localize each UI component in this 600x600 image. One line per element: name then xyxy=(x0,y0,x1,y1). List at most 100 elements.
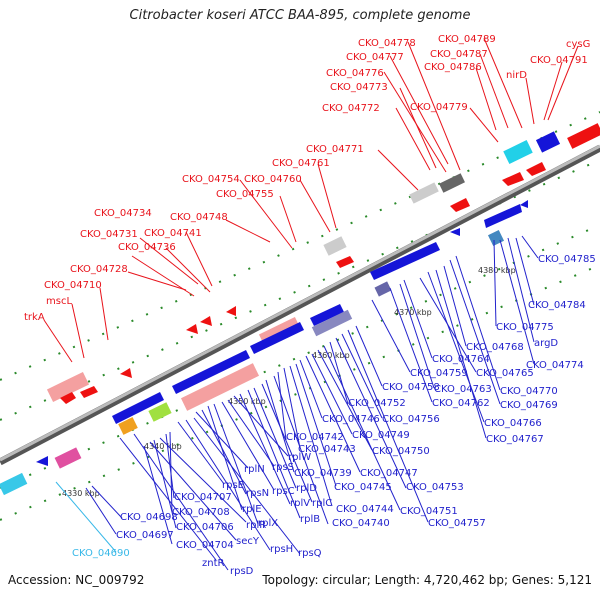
gene-label-bottom: CKO_04756 xyxy=(382,414,440,425)
top-label-group xyxy=(43,37,579,363)
gene-label-bottom: CKO_04704 xyxy=(176,540,234,551)
gene-label-bottom: zntR xyxy=(202,558,225,569)
feature-block xyxy=(487,229,505,247)
gene-label-top: CKO_04778 xyxy=(358,38,416,49)
gene-label-bottom: CKO_04745 xyxy=(334,482,392,493)
scale-label: 4350 kbp xyxy=(228,397,266,406)
feature-block xyxy=(54,447,82,469)
gene-label-top: CKO_04754 xyxy=(182,174,240,185)
feature-block xyxy=(148,402,172,422)
gene-label-bottom: CKO_04770 xyxy=(500,386,558,397)
gene-label-bottom: CKO_04740 xyxy=(332,518,390,529)
feature-block xyxy=(323,236,347,256)
reverse-gene-arrow xyxy=(370,242,440,280)
gene-label-top: CKO_04755 xyxy=(216,189,274,200)
gene-label-top: CKO_04789 xyxy=(438,34,496,45)
scale-label: 4330 kbp xyxy=(62,489,100,498)
feature-block xyxy=(118,417,138,435)
reverse-gene-arrow xyxy=(484,204,522,228)
reverse-gene-arrow xyxy=(450,228,460,236)
gene-label-bottom: CKO_04768 xyxy=(466,342,524,353)
gene-label-bottom: CKO_04765 xyxy=(476,368,534,379)
gene-label-bottom: CKO_04774 xyxy=(526,360,584,371)
gene-label-bottom: CKO_04749 xyxy=(352,430,410,441)
gene-label-bottom: CKO_04708 xyxy=(172,507,230,518)
gene-label-top: CKO_04777 xyxy=(346,52,404,63)
gene-label-bottom: CKO_04769 xyxy=(500,400,558,411)
gene-label-bottom: CKO_04690 xyxy=(72,548,130,559)
gene-label-bottom: CKO_04764 xyxy=(432,354,490,365)
lower-feature-track xyxy=(0,229,505,496)
gene-label-top: CKO_04779 xyxy=(410,102,468,113)
bottom-label-group xyxy=(55,235,539,571)
gene-label-bottom: CKO_04785 xyxy=(538,254,596,265)
gene-label-bottom: rpsS xyxy=(272,462,294,473)
gene-label-bottom: CKO_04743 xyxy=(298,444,356,455)
gene-label-top: CKO_04786 xyxy=(424,62,482,73)
scale-label: 4380 kbp xyxy=(478,266,516,275)
gene-label-top: mscL xyxy=(46,296,72,307)
reverse-gene-arrow xyxy=(172,350,250,394)
accession-text: Accession: NC_009792 xyxy=(8,573,145,587)
forward-gene-arrow xyxy=(200,316,212,326)
reverse-gene-arrow xyxy=(310,304,344,326)
gene-label-top: CKO_04741 xyxy=(144,228,202,239)
gene-label-top: CKO_04748 xyxy=(170,212,228,223)
feature-block xyxy=(567,123,600,149)
gene-label-top: CKO_04710 xyxy=(44,280,102,291)
feature-block xyxy=(374,281,392,297)
gene-label-bottom: CKO_04753 xyxy=(406,482,464,493)
gene-label-top: CKO_04787 xyxy=(430,49,488,60)
gene-label-bottom: CKO_04759 xyxy=(410,368,468,379)
gene-label-bottom: rplX xyxy=(258,518,278,529)
forward-gene-arrow xyxy=(502,172,524,186)
gene-label-bottom: argD xyxy=(534,338,558,349)
feature-block xyxy=(535,131,561,153)
gene-label-bottom: CKO_04763 xyxy=(434,384,492,395)
map-title: Citrobacter koseri ATCC BAA-895, complet… xyxy=(129,8,471,23)
gene-label-top: CKO_04736 xyxy=(118,242,176,253)
gene-label-bottom: rplR xyxy=(246,520,266,531)
reverse-gene-arrow xyxy=(520,200,528,208)
genome-backbone xyxy=(0,144,600,466)
gene-label-bottom: CKO_04766 xyxy=(484,418,542,429)
reverse-gene-arrow xyxy=(112,392,164,424)
gene-label-bottom: CKO_04707 xyxy=(174,492,232,503)
reverse-gene-arrow xyxy=(250,322,304,354)
forward-gene-arrow xyxy=(186,324,198,334)
gene-label-top: cysG xyxy=(566,39,590,50)
gene-label-bottom: CKO_04758 xyxy=(382,382,440,393)
gene-label-bottom: CKO_04742 xyxy=(286,432,344,443)
gene-label-top: CKO_04760 xyxy=(244,174,302,185)
gene-label-bottom: rplE xyxy=(242,504,262,515)
gene-label-top: CKO_04734 xyxy=(94,208,152,219)
top-labels: trkA mscL CKO_04710 CKO_04728 CKO_04731 … xyxy=(24,34,590,323)
gene-label-bottom: CKO_04746 xyxy=(322,414,380,425)
gene-label-top: CKO_04773 xyxy=(330,82,388,93)
feature-block xyxy=(439,173,465,193)
feature-block xyxy=(0,472,28,496)
gene-label-bottom: rplN xyxy=(244,464,265,475)
gene-label-top: CKO_04776 xyxy=(326,68,384,79)
gene-label-top: CKO_04728 xyxy=(70,264,128,275)
gene-label-bottom: rplV xyxy=(290,498,310,509)
gene-label-top: nirD xyxy=(506,70,527,81)
gene-label-bottom: rpsE xyxy=(222,480,244,491)
gene-label-top: CKO_04772 xyxy=(322,103,380,114)
gene-label-bottom: rplD xyxy=(296,483,317,494)
forward-gene-arrow xyxy=(226,306,236,316)
forward-gene-arrow xyxy=(336,256,354,268)
gene-label-bottom: CKO_04706 xyxy=(176,522,234,533)
gene-label-top: CKO_04771 xyxy=(306,144,364,155)
gene-label-bottom: rpsQ xyxy=(298,548,322,559)
gene-label-top: CKO_04731 xyxy=(80,229,138,240)
gene-label-bottom: CKO_04744 xyxy=(336,504,394,515)
gene-label-bottom: CKO_04757 xyxy=(428,518,486,529)
forward-gene-arrow xyxy=(450,198,470,212)
gene-label-bottom: CKO_04739 xyxy=(294,468,352,479)
gene-label-bottom: CKO_04697 xyxy=(116,530,174,541)
scale-labels: 4330 kbp 4340 kbp 4350 kbp 4360 kbp 4370… xyxy=(62,266,516,498)
gene-label-bottom: CKO_04747 xyxy=(360,468,418,479)
bottom-labels: CKO_04690 CKO_04697 CKO_04698 zntR rpsD … xyxy=(72,254,596,577)
